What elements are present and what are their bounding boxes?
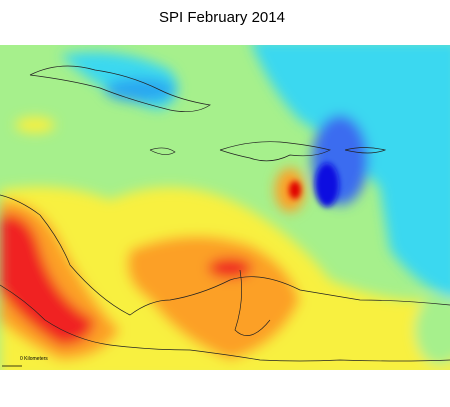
coastlines: [0, 65, 450, 362]
spi-field: [0, 45, 450, 370]
map-title: SPI February 2014: [159, 9, 285, 26]
scale-label: 0 Kilometers: [20, 356, 48, 362]
core-blobs: [289, 163, 339, 207]
